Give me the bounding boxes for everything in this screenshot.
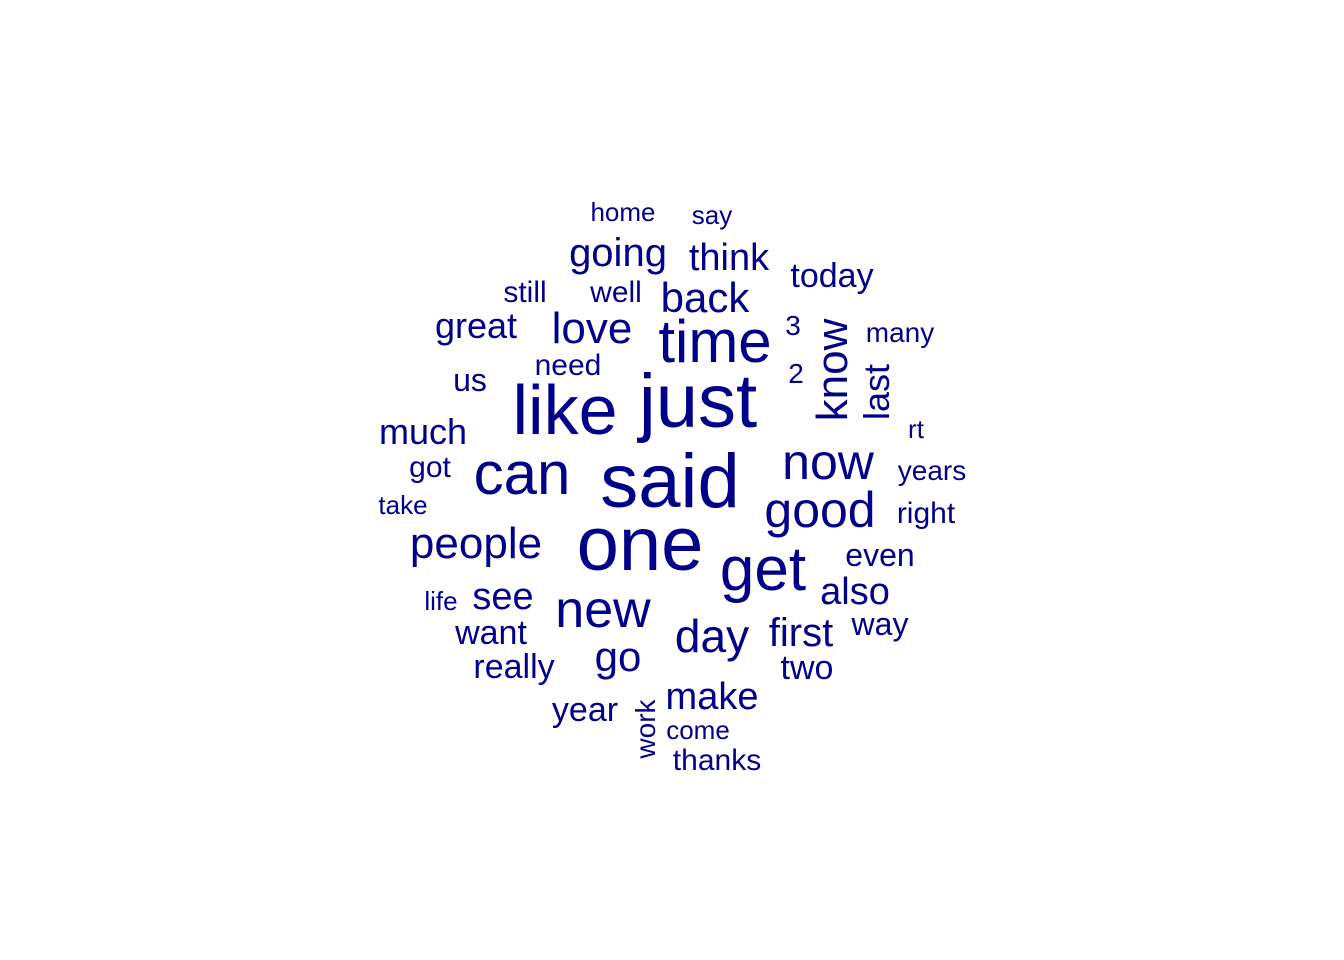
word-us: us xyxy=(453,362,487,398)
word-just: just xyxy=(638,359,758,444)
word-really: really xyxy=(473,648,555,686)
word-one: one xyxy=(576,502,704,587)
word-rt: rt xyxy=(908,414,924,444)
word-come: come xyxy=(666,715,730,745)
word-thanks: thanks xyxy=(672,744,762,777)
word-first: first xyxy=(768,611,834,655)
word-got: got xyxy=(409,451,451,484)
word-back: back xyxy=(660,274,750,321)
word-love: love xyxy=(551,304,633,353)
word-great: great xyxy=(434,305,518,346)
word-much: much xyxy=(378,411,468,452)
word-take: take xyxy=(378,490,428,520)
word-get: get xyxy=(719,535,807,604)
word-life: life xyxy=(424,586,458,616)
word-year: year xyxy=(551,691,619,729)
word-think: think xyxy=(688,237,770,279)
word-3: 3 xyxy=(785,310,801,341)
word-well: well xyxy=(590,276,642,309)
word-said: said xyxy=(600,439,740,524)
word-want: want xyxy=(455,614,527,652)
word-years: years xyxy=(897,455,967,486)
word-many: many xyxy=(865,317,935,348)
word-2: 2 xyxy=(788,358,804,389)
word-need: need xyxy=(534,349,602,382)
word-say: say xyxy=(691,200,733,230)
word-last: last xyxy=(856,363,897,421)
word-work: work xyxy=(630,699,661,759)
word-going: going xyxy=(569,231,667,275)
word-home: home xyxy=(590,197,656,227)
word-day: day xyxy=(674,610,750,662)
word-good: good xyxy=(764,482,876,538)
word-make: make xyxy=(665,676,759,718)
word-go: go xyxy=(594,633,642,680)
word-today: today xyxy=(790,257,874,295)
word-know: know xyxy=(808,318,857,422)
word-people: people xyxy=(409,519,543,568)
word-time: time xyxy=(658,308,772,375)
word-way: way xyxy=(851,606,909,642)
word-right: right xyxy=(896,497,956,530)
word-can: can xyxy=(473,440,571,507)
word-like: like xyxy=(512,371,618,449)
word-see: see xyxy=(472,576,534,618)
word-also: also xyxy=(820,571,890,613)
word-still: still xyxy=(503,276,547,309)
word-now: now xyxy=(782,434,874,490)
word-two: two xyxy=(780,649,834,687)
word-even: even xyxy=(845,537,915,573)
word-new: new xyxy=(555,581,651,639)
